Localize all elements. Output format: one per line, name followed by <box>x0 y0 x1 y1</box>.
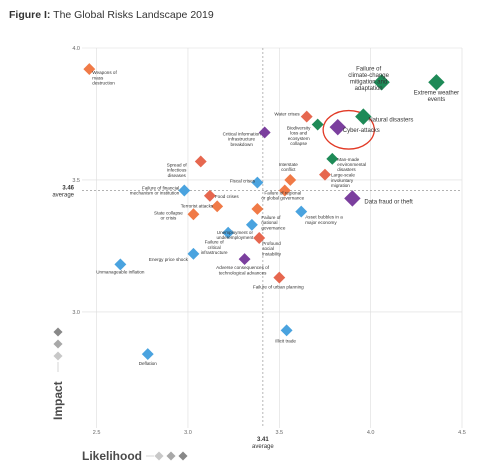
risk-label-food-crises: Food crises <box>215 194 239 199</box>
risk-label-failure-of-urban-planning: Failure of urban planning <box>253 285 304 290</box>
risk-label-data-fraud-or-theft: Data fraud or theft <box>364 199 413 205</box>
risk-point-spread-of-infectious-diseases <box>194 155 207 168</box>
risk-point-illicit-trade <box>280 324 293 337</box>
y-tick-label: 3.0 <box>72 310 80 316</box>
risk-point-fiscal-crises <box>251 176 264 189</box>
likelihood-marker-icon <box>178 451 188 461</box>
axis-direction-markers <box>53 327 188 461</box>
risk-label-unmanageable-inflation: Unmanageable inflation <box>96 269 145 274</box>
risk-label-man-made-environmental-disasters: Man-made environmental disasters <box>337 157 366 172</box>
risk-point-failure-of-climate-change-mitigation-and-adaptation <box>373 74 390 91</box>
risk-label-failure-of-climate-change-mitigation-and-adaptation: Failure of climate-change mitigation and ad… <box>348 66 389 92</box>
axis-titles: Impact Likelihood <box>51 381 142 463</box>
risk-point-deflation <box>141 348 154 361</box>
impact-marker-icon <box>53 351 63 361</box>
x-axis-title: Likelihood <box>82 449 142 463</box>
risk-label-biodiversity-loss-and-ecosystem-collapse: Biodiversity loss and ecosystem collapse <box>287 126 311 147</box>
risk-label-weapons-of-mass-destruction: Weapons of mass destruction <box>92 70 117 85</box>
risk-point-interstate-conflict <box>284 174 297 186</box>
risk-label-critical-information-infrastructure-breakdown: Critical information infrastructure breakd… <box>223 131 261 146</box>
point-labels: Weapons of mass destruction Failure of clima… <box>92 66 459 366</box>
risk-point-unemployment-or-underemployment <box>245 218 258 231</box>
risk-label-deflation: Deflation <box>139 361 158 366</box>
x-tick-label: 3.5 <box>275 430 283 436</box>
risk-point-natural-disasters <box>355 108 372 125</box>
risk-point-adverse-consequences-of-technological-advances <box>238 253 251 266</box>
risk-point-cyber-attacks <box>329 118 346 136</box>
risk-point-water-crises <box>300 110 313 123</box>
x-average-word: average <box>252 444 274 450</box>
risk-label-illicit-trade: Illicit trade <box>275 338 296 343</box>
risk-label-failure-of-financial-mechanism-or-institution: Failure of financial mechanism or institu… <box>130 186 180 196</box>
risk-point-failure-of-urban-planning <box>273 271 286 284</box>
risk-label-interstate-conflict: Interstate conflict <box>279 162 299 172</box>
risk-label-adverse-consequences-of-technological-advances: Adverse consequences of technological adv… <box>216 265 270 275</box>
grid <box>82 47 463 428</box>
figure-title-text: The Global Risks Landscape 2019 <box>53 9 214 21</box>
risk-point-failure-of-national-governance <box>251 203 264 215</box>
risk-label-water-crises: Water crises <box>274 112 300 117</box>
x-tick-label: 2.5 <box>93 430 101 436</box>
risk-point-extreme-weather-events <box>428 74 445 91</box>
risk-label-unemployment-or-underemployment: Unemployment or underemployment <box>217 230 254 240</box>
y-average-value: 3.46 <box>62 186 74 192</box>
axis-ticks: 2.5 3.0 3.5 4.0 4.53.03.54.03.46average3.41a… <box>52 46 466 450</box>
highlight-ellipse <box>322 109 375 150</box>
risk-label-natural-disasters: Natural disasters <box>368 118 413 124</box>
risk-point-energy-price-shock <box>187 247 200 260</box>
y-tick-label: 3.5 <box>72 178 80 184</box>
average-lines <box>82 48 462 428</box>
figure-title: Figure I: The Global Risks Landscape 201… <box>9 9 214 21</box>
x-tick-label: 4.5 <box>458 430 466 436</box>
x-tick-label: 4.0 <box>367 430 375 436</box>
risk-label-fiscal-crises: Fiscal crises <box>230 179 256 184</box>
risk-label-state-collapse-or-crisis: State collapse or crisis <box>154 210 183 220</box>
risk-label-terrorist-attacks: Terrorist attacks <box>181 203 214 208</box>
risk-point-state-collapse-or-crisis <box>187 208 200 221</box>
risk-label-failure-of-national-governance: Failure of national governance <box>261 215 285 230</box>
risk-label-extreme-weather-events: Extreme weather events <box>414 90 459 103</box>
risk-point-terrorist-attacks <box>211 200 224 213</box>
impact-marker-icon <box>53 327 63 337</box>
y-axis-title: Impact <box>51 381 65 420</box>
y-average-word: average <box>52 193 74 199</box>
risk-point-failure-of-financial-mechanism-or-institution <box>178 184 191 197</box>
likelihood-marker-icon <box>154 451 164 461</box>
risk-label-profound-social-instability: Profound social instability <box>262 241 282 256</box>
risk-point-weapons-of-mass-destruction <box>83 63 96 76</box>
risk-label-large-scale-involuntary-migration: Large-scale involuntary migration <box>331 173 355 188</box>
risk-label-cyber-attacks: Cyber-attacks <box>343 128 380 134</box>
figure-label: Figure I: <box>9 9 51 21</box>
risk-point-large-scale-involuntary-migration <box>319 168 331 181</box>
risk-label-asset-bubbles-in-a-major-economy: Asset bubbles in a major economy <box>305 215 343 225</box>
risk-label-failure-of-regional-or-global-governance: Failure of regional or global governance <box>261 191 304 201</box>
data-points <box>83 63 445 361</box>
risk-point-data-fraud-or-theft <box>344 190 361 207</box>
risk-label-energy-price-shock: Energy price shock <box>149 257 189 262</box>
x-tick-label: 3.0 <box>184 430 192 436</box>
x-average-value: 3.41 <box>257 437 269 443</box>
highlight-circle <box>322 109 375 150</box>
y-tick-label: 4.0 <box>72 46 80 52</box>
risk-label-failure-of-critical-infrastructure: Failure of critical infrastructure <box>201 240 228 255</box>
risk-point-biodiversity-loss-and-ecosystem-collapse <box>311 118 324 131</box>
impact-marker-icon <box>53 339 63 349</box>
likelihood-marker-icon <box>166 451 176 461</box>
risk-point-food-crises <box>203 189 216 202</box>
risk-label-spread-of-infectious-diseases: Spread of infectious diseases <box>167 162 188 177</box>
